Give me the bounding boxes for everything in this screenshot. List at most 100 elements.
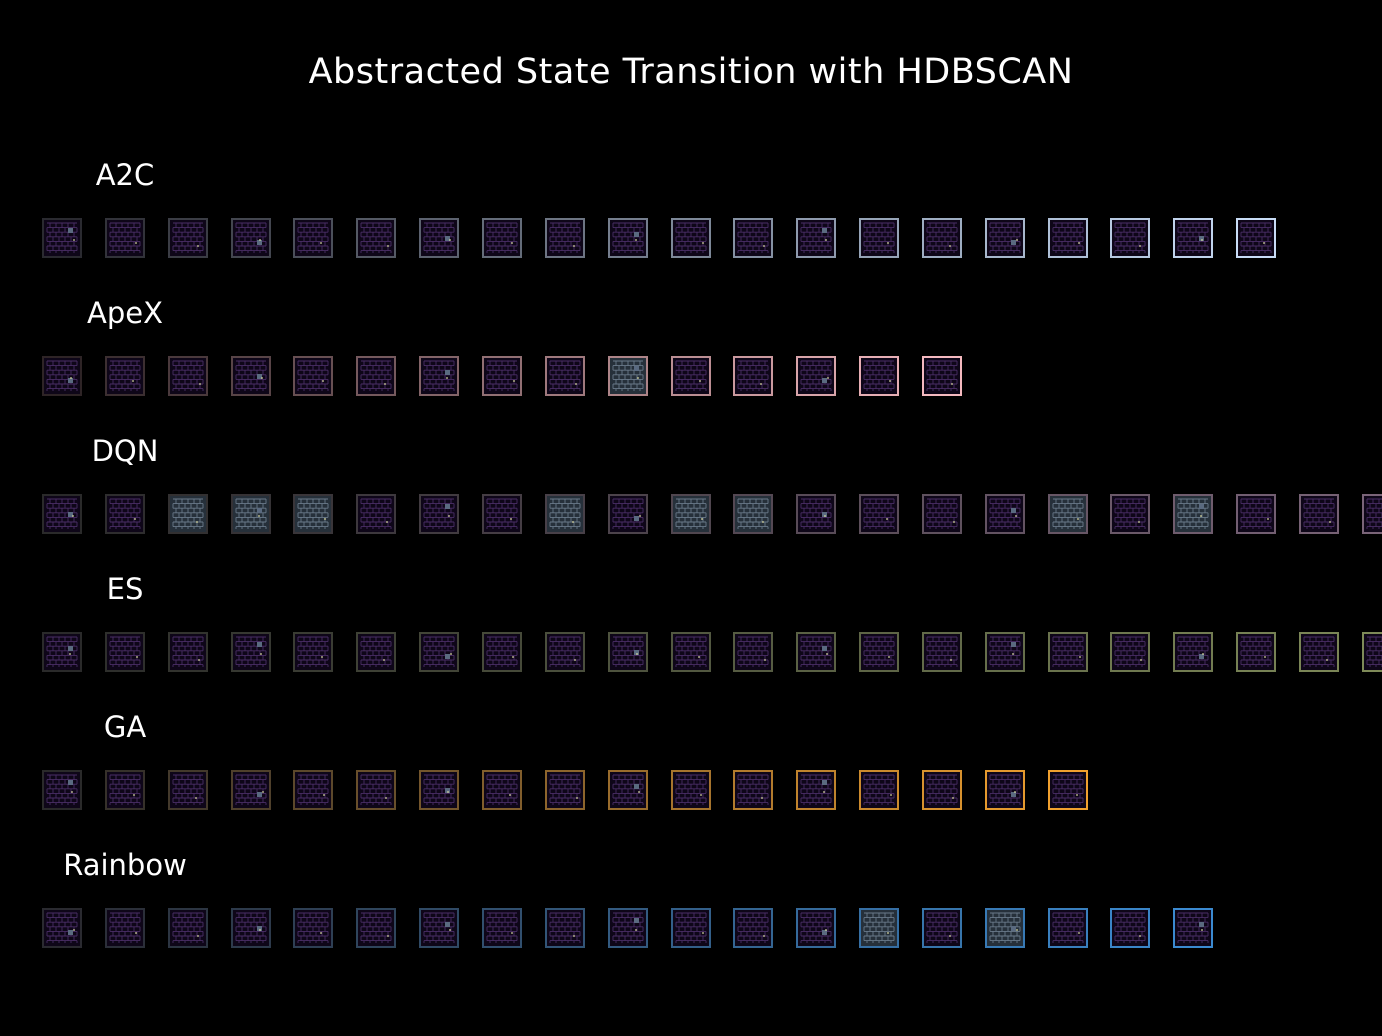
state-thumbnail xyxy=(545,494,585,534)
state-thumbnail xyxy=(1110,632,1150,672)
state-thumbnail xyxy=(859,218,899,258)
state-thumbnail xyxy=(293,218,333,258)
state-thumbnail xyxy=(293,908,333,948)
state-thumbnail xyxy=(293,494,333,534)
state-thumbnail xyxy=(1236,632,1276,672)
state-thumbnail xyxy=(545,770,585,810)
state-thumbnail xyxy=(1299,494,1339,534)
state-thumbnail xyxy=(419,494,459,534)
state-thumbnail xyxy=(105,494,145,534)
row-label-a2c: A2C xyxy=(40,158,210,192)
state-thumbnail xyxy=(671,770,711,810)
transition-strip-es xyxy=(0,632,1382,680)
state-thumbnail xyxy=(482,218,522,258)
state-thumbnail xyxy=(419,770,459,810)
state-thumbnail xyxy=(733,908,773,948)
state-thumbnail xyxy=(42,494,82,534)
state-thumbnail xyxy=(545,218,585,258)
state-thumbnail xyxy=(985,632,1025,672)
state-thumbnail xyxy=(545,356,585,396)
state-thumbnail xyxy=(482,908,522,948)
state-thumbnail xyxy=(985,218,1025,258)
state-thumbnail xyxy=(105,356,145,396)
state-thumbnail xyxy=(293,770,333,810)
state-thumbnail xyxy=(796,494,836,534)
state-thumbnail xyxy=(1048,908,1088,948)
row-label-apex: ApeX xyxy=(40,296,210,330)
row-label-es: ES xyxy=(40,572,210,606)
state-thumbnail xyxy=(168,632,208,672)
state-thumbnail xyxy=(419,356,459,396)
state-thumbnail xyxy=(1110,494,1150,534)
state-thumbnail xyxy=(1173,218,1213,258)
state-thumbnail xyxy=(733,218,773,258)
state-thumbnail xyxy=(1362,494,1382,534)
state-thumbnail xyxy=(168,494,208,534)
state-thumbnail xyxy=(482,356,522,396)
state-thumbnail xyxy=(105,218,145,258)
state-thumbnail xyxy=(231,218,271,258)
state-thumbnail xyxy=(922,494,962,534)
state-thumbnail xyxy=(985,770,1025,810)
state-thumbnail xyxy=(608,218,648,258)
state-thumbnail xyxy=(293,632,333,672)
state-thumbnail xyxy=(608,770,648,810)
state-thumbnail xyxy=(733,494,773,534)
state-thumbnail xyxy=(608,356,648,396)
state-thumbnail xyxy=(1110,908,1150,948)
state-thumbnail xyxy=(419,218,459,258)
state-thumbnail xyxy=(231,632,271,672)
state-thumbnail xyxy=(1299,632,1339,672)
state-thumbnail xyxy=(356,218,396,258)
row-label-dqn: DQN xyxy=(40,434,210,468)
state-thumbnail xyxy=(356,632,396,672)
state-thumbnail xyxy=(859,770,899,810)
transition-strip-rainbow xyxy=(0,908,1382,956)
transition-strip-ga xyxy=(0,770,1382,818)
state-thumbnail xyxy=(482,494,522,534)
state-thumbnail xyxy=(859,356,899,396)
state-thumbnail xyxy=(1362,632,1382,672)
state-thumbnail xyxy=(1048,770,1088,810)
state-thumbnail xyxy=(42,908,82,948)
state-thumbnail xyxy=(796,218,836,258)
state-thumbnail xyxy=(796,770,836,810)
state-thumbnail xyxy=(859,908,899,948)
state-thumbnail xyxy=(42,632,82,672)
state-thumbnail xyxy=(105,770,145,810)
state-thumbnail xyxy=(231,908,271,948)
state-thumbnail xyxy=(922,218,962,258)
transition-strip-apex xyxy=(0,356,1382,404)
state-thumbnail xyxy=(356,908,396,948)
state-thumbnail xyxy=(419,632,459,672)
state-thumbnail xyxy=(231,770,271,810)
state-thumbnail xyxy=(733,632,773,672)
state-thumbnail xyxy=(985,494,1025,534)
state-thumbnail xyxy=(356,770,396,810)
state-thumbnail xyxy=(1110,218,1150,258)
state-thumbnail xyxy=(1236,494,1276,534)
state-thumbnail xyxy=(545,908,585,948)
state-thumbnail xyxy=(42,770,82,810)
state-thumbnail xyxy=(796,908,836,948)
state-thumbnail xyxy=(796,632,836,672)
state-thumbnail xyxy=(1173,632,1213,672)
state-thumbnail xyxy=(356,494,396,534)
state-thumbnail xyxy=(608,908,648,948)
state-thumbnail xyxy=(796,356,836,396)
state-thumbnail xyxy=(671,218,711,258)
state-thumbnail xyxy=(671,908,711,948)
transition-strip-dqn xyxy=(0,494,1382,542)
state-thumbnail xyxy=(168,908,208,948)
state-thumbnail xyxy=(1048,494,1088,534)
state-thumbnail xyxy=(671,632,711,672)
state-thumbnail xyxy=(482,770,522,810)
state-thumbnail xyxy=(1173,494,1213,534)
state-thumbnail xyxy=(922,908,962,948)
state-thumbnail xyxy=(545,632,585,672)
state-thumbnail xyxy=(1173,908,1213,948)
state-thumbnail xyxy=(859,494,899,534)
state-thumbnail xyxy=(42,356,82,396)
state-thumbnail xyxy=(168,218,208,258)
state-thumbnail xyxy=(168,770,208,810)
